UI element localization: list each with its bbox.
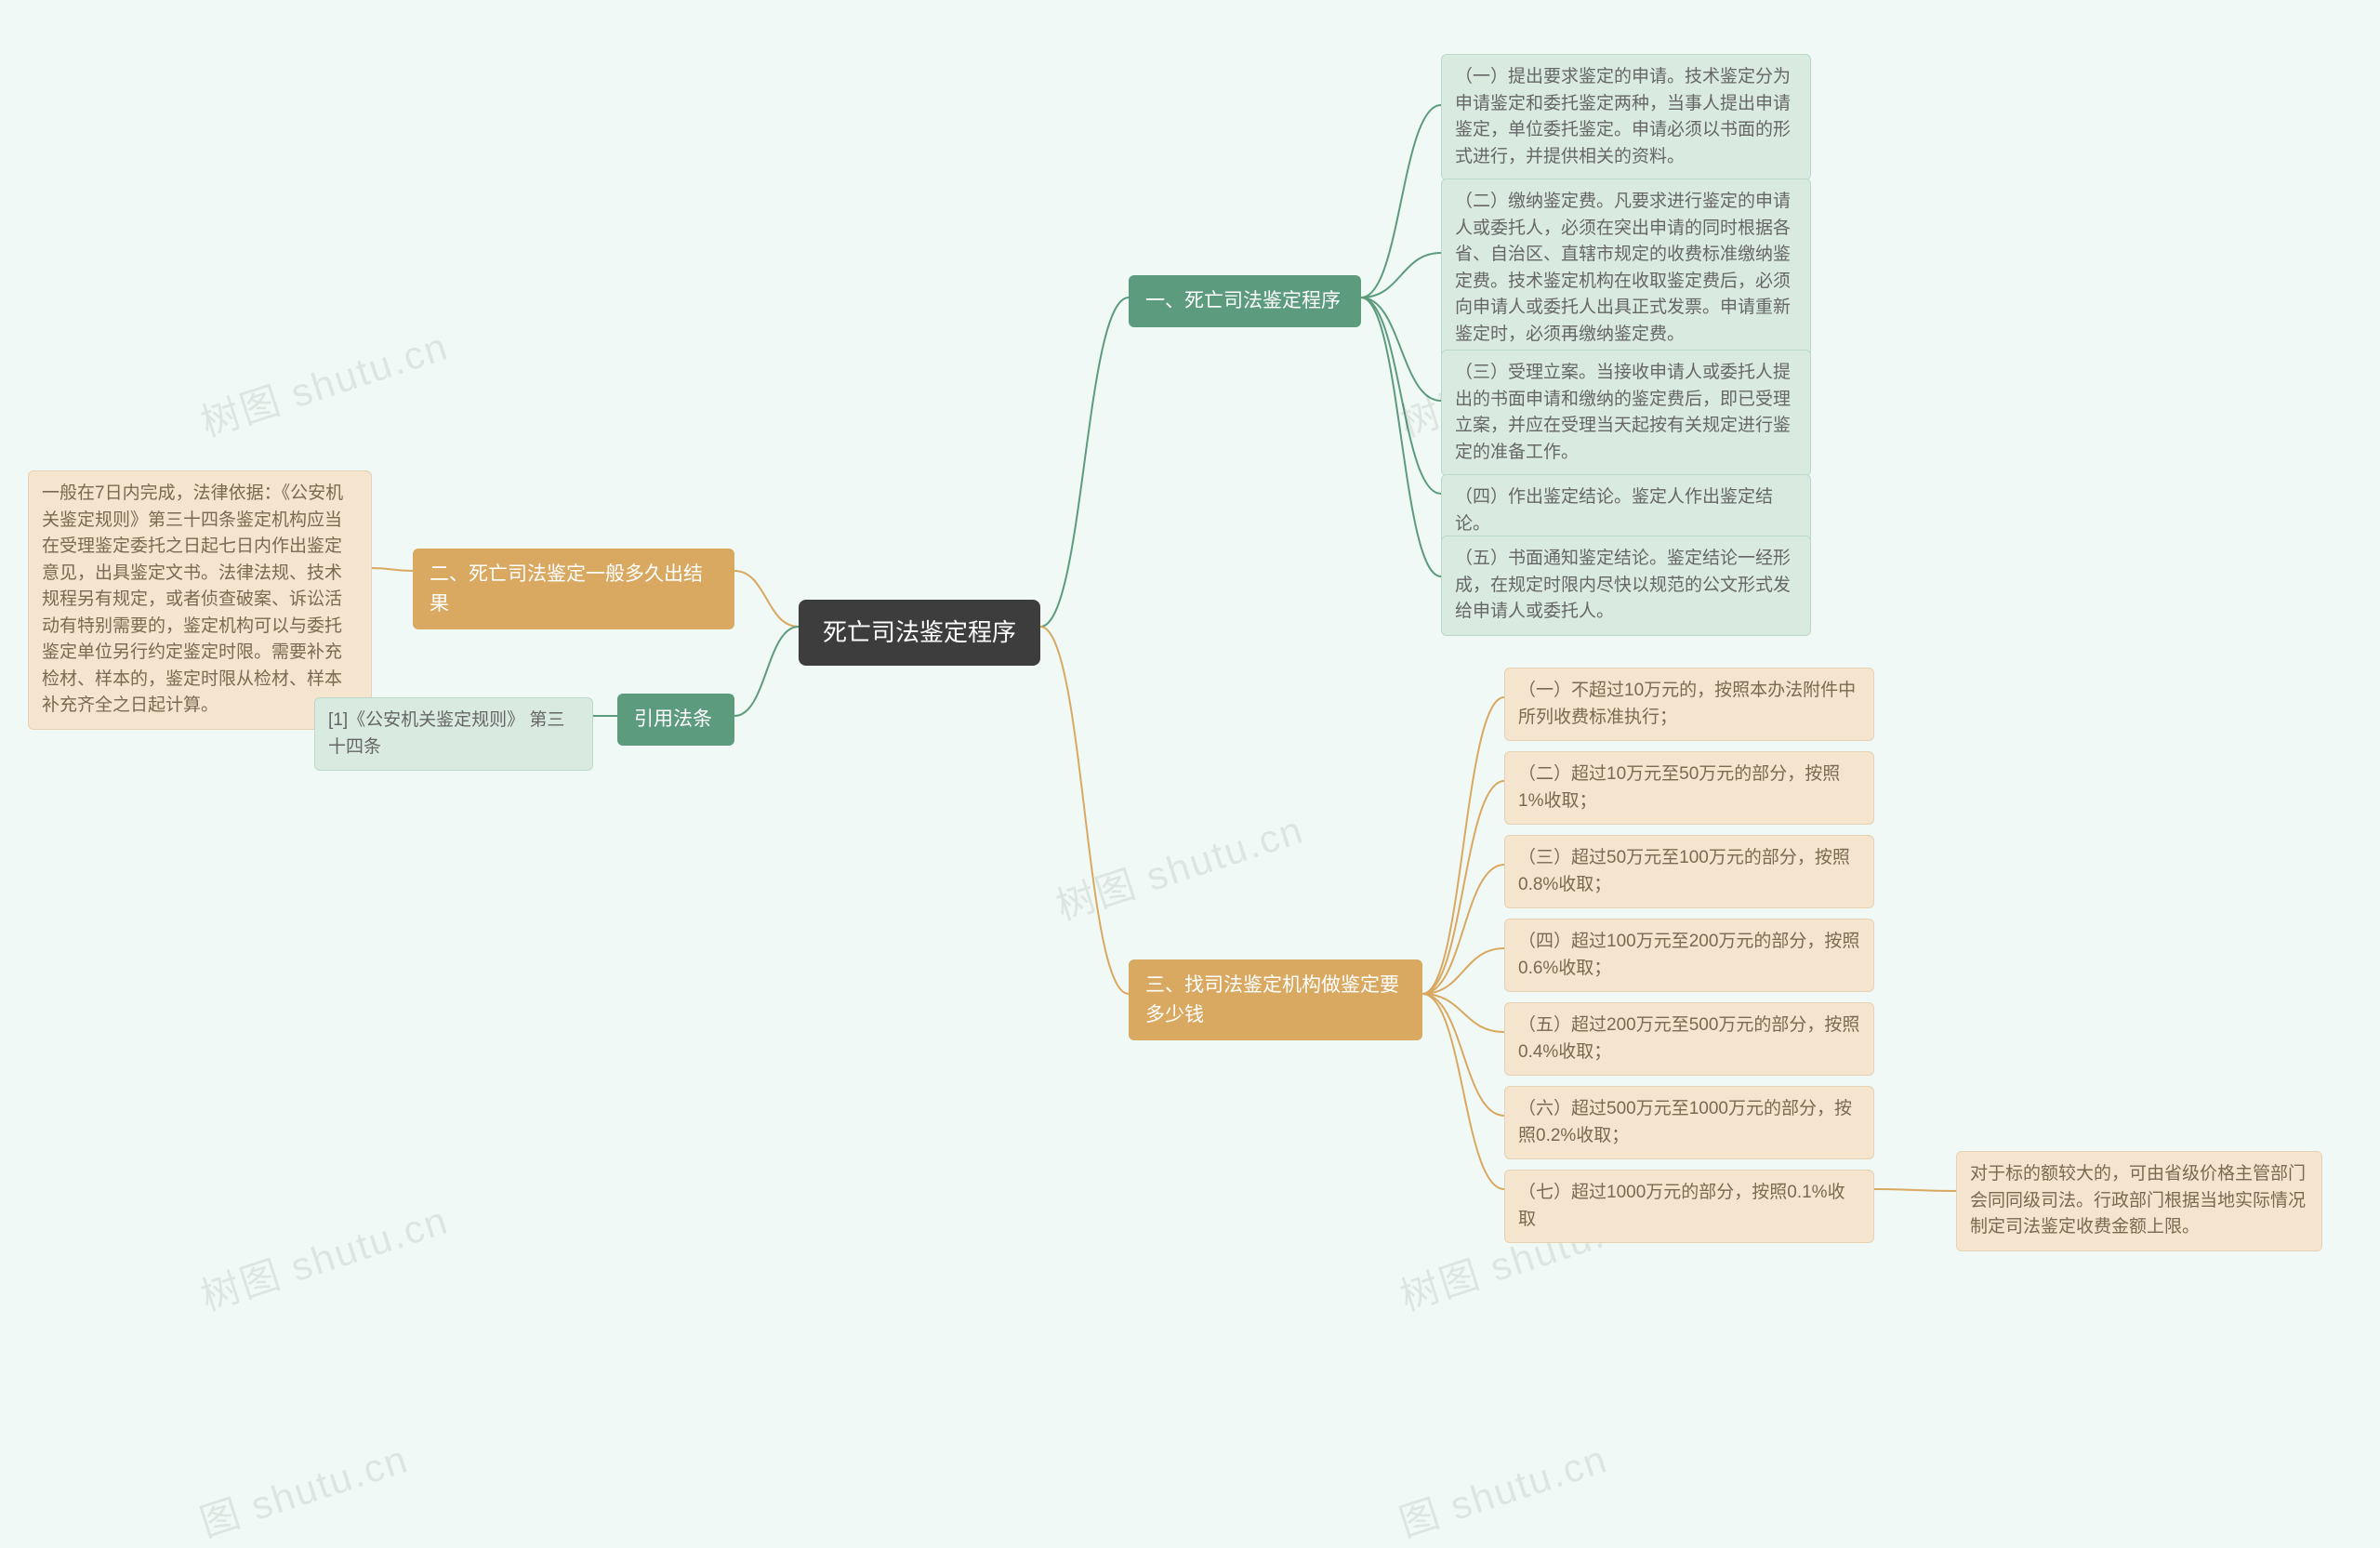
watermark: 图 shutu.cn <box>192 1428 415 1548</box>
watermark: 图 shutu.cn <box>1391 1428 1614 1548</box>
branch-1[interactable]: 一、死亡司法鉴定程序 <box>1129 275 1361 327</box>
branch-4[interactable]: 引用法条 <box>617 694 734 746</box>
branch-1-leaf-1[interactable]: （一）提出要求鉴定的申请。技术鉴定分为申请鉴定和委托鉴定两种，当事人提出申请鉴定… <box>1441 54 1811 180</box>
watermark: 树图 shutu.cn <box>1048 799 1310 932</box>
mindmap-root[interactable]: 死亡司法鉴定程序 <box>799 600 1040 666</box>
branch-1-leaf-3[interactable]: （三）受理立案。当接收申请人或委托人提出的书面申请和缴纳的鉴定费后，即已受理立案… <box>1441 350 1811 476</box>
branch-1-leaf-5[interactable]: （五）书面通知鉴定结论。鉴定结论一经形成，在规定时限内尽快以规范的公文形式发给申… <box>1441 536 1811 636</box>
branch-3-leaf-7-sub[interactable]: 对于标的额较大的，可由省级价格主管部门会同同级司法。行政部门根据当地实际情况制定… <box>1956 1151 2322 1251</box>
branch-3-leaf-5[interactable]: （五）超过200万元至500万元的部分，按照0.4%收取； <box>1504 1002 1874 1076</box>
watermark: 树图 shutu.cn <box>192 315 455 448</box>
branch-4-leaf-1[interactable]: [1]《公安机关鉴定规则》 第三十四条 <box>314 697 593 771</box>
watermark: 树图 shutu.cn <box>192 1189 455 1322</box>
branch-2-leaf-1[interactable]: 一般在7日内完成，法律依据：《公安机关鉴定规则》第三十四条鉴定机构应当在受理鉴定… <box>28 470 372 730</box>
branch-3-leaf-7[interactable]: （七）超过1000万元的部分，按照0.1%收取 <box>1504 1170 1874 1243</box>
branch-1-leaf-2[interactable]: （二）缴纳鉴定费。凡要求进行鉴定的申请人或委托人，必须在突出申请的同时根据各省、… <box>1441 179 1811 358</box>
branch-3-leaf-4[interactable]: （四）超过100万元至200万元的部分，按照0.6%收取； <box>1504 919 1874 992</box>
branch-3-leaf-3[interactable]: （三）超过50万元至100万元的部分，按照0.8%收取； <box>1504 835 1874 908</box>
branch-3-leaf-1[interactable]: （一）不超过10万元的，按照本办法附件中所列收费标准执行； <box>1504 668 1874 741</box>
branch-3-leaf-2[interactable]: （二）超过10万元至50万元的部分，按照1%收取； <box>1504 751 1874 825</box>
branch-2[interactable]: 二、死亡司法鉴定一般多久出结果 <box>413 549 734 629</box>
branch-3[interactable]: 三、找司法鉴定机构做鉴定要多少钱 <box>1129 959 1422 1040</box>
branch-3-leaf-6[interactable]: （六）超过500万元至1000万元的部分，按照0.2%收取； <box>1504 1086 1874 1159</box>
